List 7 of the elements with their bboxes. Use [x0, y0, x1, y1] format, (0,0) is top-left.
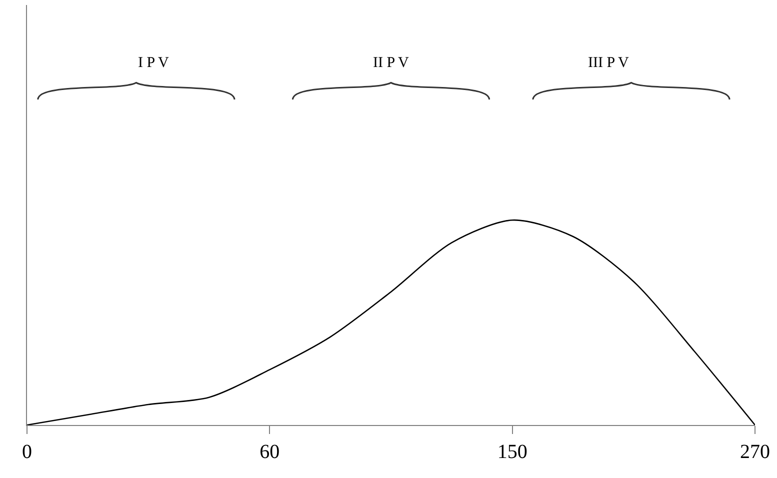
- text: II P V: [373, 55, 410, 71]
- text: III P V: [588, 55, 629, 71]
- x-tick-label: 60: [260, 441, 280, 463]
- x-tick-label: 270: [740, 441, 770, 463]
- x-tick-label: 150: [497, 441, 528, 463]
- x-tick-label: 0: [22, 441, 32, 463]
- text: I P V: [138, 55, 170, 71]
